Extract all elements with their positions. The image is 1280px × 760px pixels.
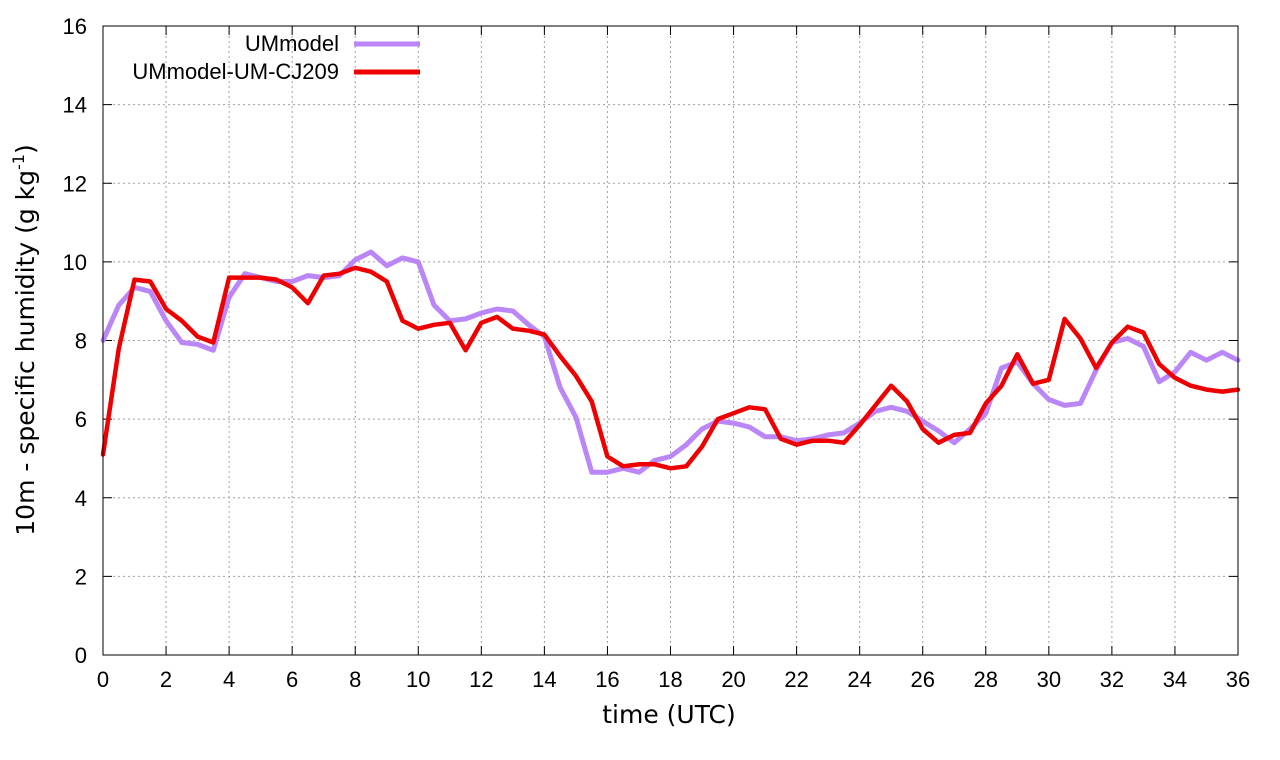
y-tick-label: 8: [75, 329, 87, 354]
x-tick-label: 34: [1163, 667, 1187, 692]
x-tick-label: 26: [910, 667, 934, 692]
y-axis-label-close: ): [11, 144, 40, 154]
y-tick-label: 4: [75, 486, 87, 511]
grid: [103, 26, 1238, 655]
y-axis-label-superscript: -1: [9, 154, 28, 170]
x-tick-label: 8: [349, 667, 361, 692]
x-tick-label: 22: [784, 667, 808, 692]
y-tick-label: 2: [75, 564, 87, 589]
series-line-ummodel-um-cj209: [100, 265, 1241, 471]
y-axis-label: 10m - specific humidity (g kg-1): [9, 144, 40, 535]
y-tick-label: 14: [63, 93, 87, 118]
x-tick-label: 36: [1226, 667, 1250, 692]
y-tick-label: 10: [63, 250, 87, 275]
x-tick-label: 28: [974, 667, 998, 692]
x-tick-label: 14: [532, 667, 556, 692]
y-tick-label: 6: [75, 407, 87, 432]
x-tick-label: 32: [1100, 667, 1124, 692]
x-tick-label: 6: [286, 667, 298, 692]
x-tick-label: 4: [223, 667, 235, 692]
x-tick-label: 30: [1037, 667, 1061, 692]
legend: UMmodel UMmodel-UM-CJ209: [132, 31, 420, 84]
x-tick-label: 18: [658, 667, 682, 692]
x-tick-labels: 0 2 4 6 8 10 12 14 16 18 20 22 24 26 28 30 32 34 36: [97, 667, 1250, 692]
series-line-ummodel: [100, 249, 1241, 475]
x-tick-label: 16: [595, 667, 619, 692]
y-tick-labels: 0 2 4 6 8 10 12 14 16: [63, 14, 87, 668]
legend-label-ummodel-um-cj209: UMmodel-UM-CJ209: [132, 59, 339, 84]
x-tick-label: 10: [406, 667, 430, 692]
y-tick-label: 0: [75, 643, 87, 668]
y-tick-label: 12: [63, 171, 87, 196]
plot-frame: [102, 25, 1239, 656]
x-tick-label: 0: [97, 667, 109, 692]
x-tick-label: 24: [847, 667, 871, 692]
y-tick-label: 16: [63, 14, 87, 39]
x-axis-label: time (UTC): [602, 700, 736, 729]
x-tick-label: 20: [721, 667, 745, 692]
x-tick-label: 2: [160, 667, 172, 692]
x-tick-label: 12: [469, 667, 493, 692]
y-axis-label-main: 10m - specific humidity (g kg: [11, 170, 40, 536]
legend-label-ummodel: UMmodel: [245, 31, 339, 56]
series-group: [100, 249, 1241, 475]
